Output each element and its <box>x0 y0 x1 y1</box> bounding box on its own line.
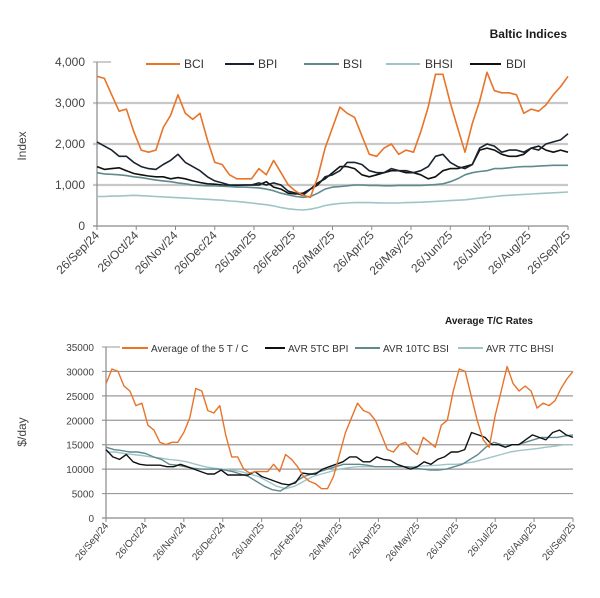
legend-label: BCI <box>184 57 204 71</box>
y-tick-label: 1,000 <box>55 178 85 192</box>
y-tick-label: 10000 <box>66 465 94 476</box>
y-tick-label: 3,000 <box>55 96 85 110</box>
y-tick-label: 2,000 <box>55 137 85 151</box>
x-tick-label: 26/Nov/24 <box>151 521 189 563</box>
y-tick-label: 20000 <box>66 416 94 427</box>
legend-label: AVR 5TC BPI <box>288 344 348 355</box>
x-tick-label: 26/Jun/25 <box>425 521 462 562</box>
series-line-avr-5tc-bpi <box>105 429 574 486</box>
x-tick-label: 26/Jul/25 <box>466 521 501 559</box>
legend-item: AVR 5TC BPI <box>265 344 348 355</box>
x-tick-labels: 26/Sep/2426/Oct/2426/Nov/2426/Dec/2426/J… <box>54 228 574 278</box>
y-tick-labels: 0 5000 10000 15000 20000 25000 30000 35000 <box>66 343 94 525</box>
average-tc-rates-chart: Average T/C Rates 0 5000 10000 15000 20000 25… <box>15 316 579 564</box>
series-lines <box>96 71 569 211</box>
x-tick-label: 26/Sep/24 <box>74 521 112 563</box>
series-line-bdi <box>96 145 569 195</box>
y-tick-label: 4,000 <box>55 55 85 69</box>
legend-item: AVR 10TC BSI <box>355 344 449 355</box>
grid <box>93 61 568 187</box>
y-tick-label: 0 <box>88 514 94 525</box>
legend-item: BCI <box>146 57 204 71</box>
y-tick-label: 15000 <box>66 441 94 452</box>
y-tick-labels: 0 1,000 2,000 3,000 4,000 <box>55 55 85 233</box>
legend: BCI BPI BSI BHSI BDI <box>146 57 526 71</box>
chart-title: Baltic Indices <box>490 27 568 41</box>
x-tick-label: 26/Sep/24 <box>54 228 103 277</box>
legend-item: BHSI <box>386 57 453 71</box>
grid <box>102 346 573 495</box>
series-line-avr-10tc-bsi <box>105 434 574 492</box>
x-tick-label: 26/Apr/25 <box>347 521 384 562</box>
x-tick-label: 26/May/25 <box>384 521 423 564</box>
y-tick-label: 0 <box>78 219 85 233</box>
y-axis-label: Index <box>15 131 29 160</box>
legend-item: AVR 7TC BHSI <box>458 344 554 355</box>
series-line-bci <box>96 71 569 199</box>
legend-item: BDI <box>470 57 526 71</box>
x-tick-label: 26/Mar/25 <box>307 521 345 563</box>
legend-item: Average of the 5 T / C <box>122 344 248 355</box>
legend-label: BPI <box>258 57 277 71</box>
chart-title: Average T/C Rates <box>445 316 533 327</box>
y-tick-label: 25000 <box>66 392 94 403</box>
x-tick-label: 26/Sep/25 <box>525 228 574 277</box>
y-tick-label: 5000 <box>72 490 95 501</box>
legend-label: AVR 10TC BSI <box>383 344 449 355</box>
x-tick-label: 26/Dec/24 <box>190 521 228 563</box>
legend-item: BPI <box>225 57 277 71</box>
baltic-indices-chart: Baltic Indices 0 1,000 2,000 3,000 4,000 26/… <box>15 27 573 278</box>
legend-label: Average of the 5 T / C <box>151 344 248 355</box>
legend-label: BHSI <box>425 57 453 71</box>
x-tick-label: 26/Feb/25 <box>268 521 306 563</box>
series-line-bpi <box>96 133 569 197</box>
series-line-average-of-the-5-t-c <box>105 365 574 490</box>
x-tick-label: 26/Oct/24 <box>114 521 151 562</box>
series-line-bhsi <box>97 191 569 211</box>
x-tick-label: 26/Mar/25 <box>290 228 338 276</box>
legend-label: BDI <box>506 57 526 71</box>
y-tick-label: 30000 <box>66 367 94 378</box>
series-line-bsi <box>96 164 568 199</box>
y-tick-label: 35000 <box>66 343 94 354</box>
x-tick-label: 26/Aug/25 <box>502 521 540 563</box>
series-line-avr-7tc-bhsi <box>106 444 573 490</box>
legend-label: BSI <box>343 57 362 71</box>
legend-label: AVR 7TC BHSI <box>486 344 554 355</box>
x-tick-label: 26/Jun/25 <box>408 228 455 275</box>
legend-item: BSI <box>304 57 362 71</box>
y-axis-label: $/day <box>15 417 29 446</box>
x-tick-label: 26/Sep/25 <box>541 521 579 563</box>
x-tick-label: 26/Jan/25 <box>230 521 267 562</box>
axes <box>93 62 569 230</box>
axes <box>102 347 574 522</box>
series-lines <box>105 365 574 492</box>
legend: Average of the 5 T / C AVR 5TC BPI AVR 10T… <box>122 344 554 355</box>
x-tick-label: 26/Dec/24 <box>171 228 220 277</box>
